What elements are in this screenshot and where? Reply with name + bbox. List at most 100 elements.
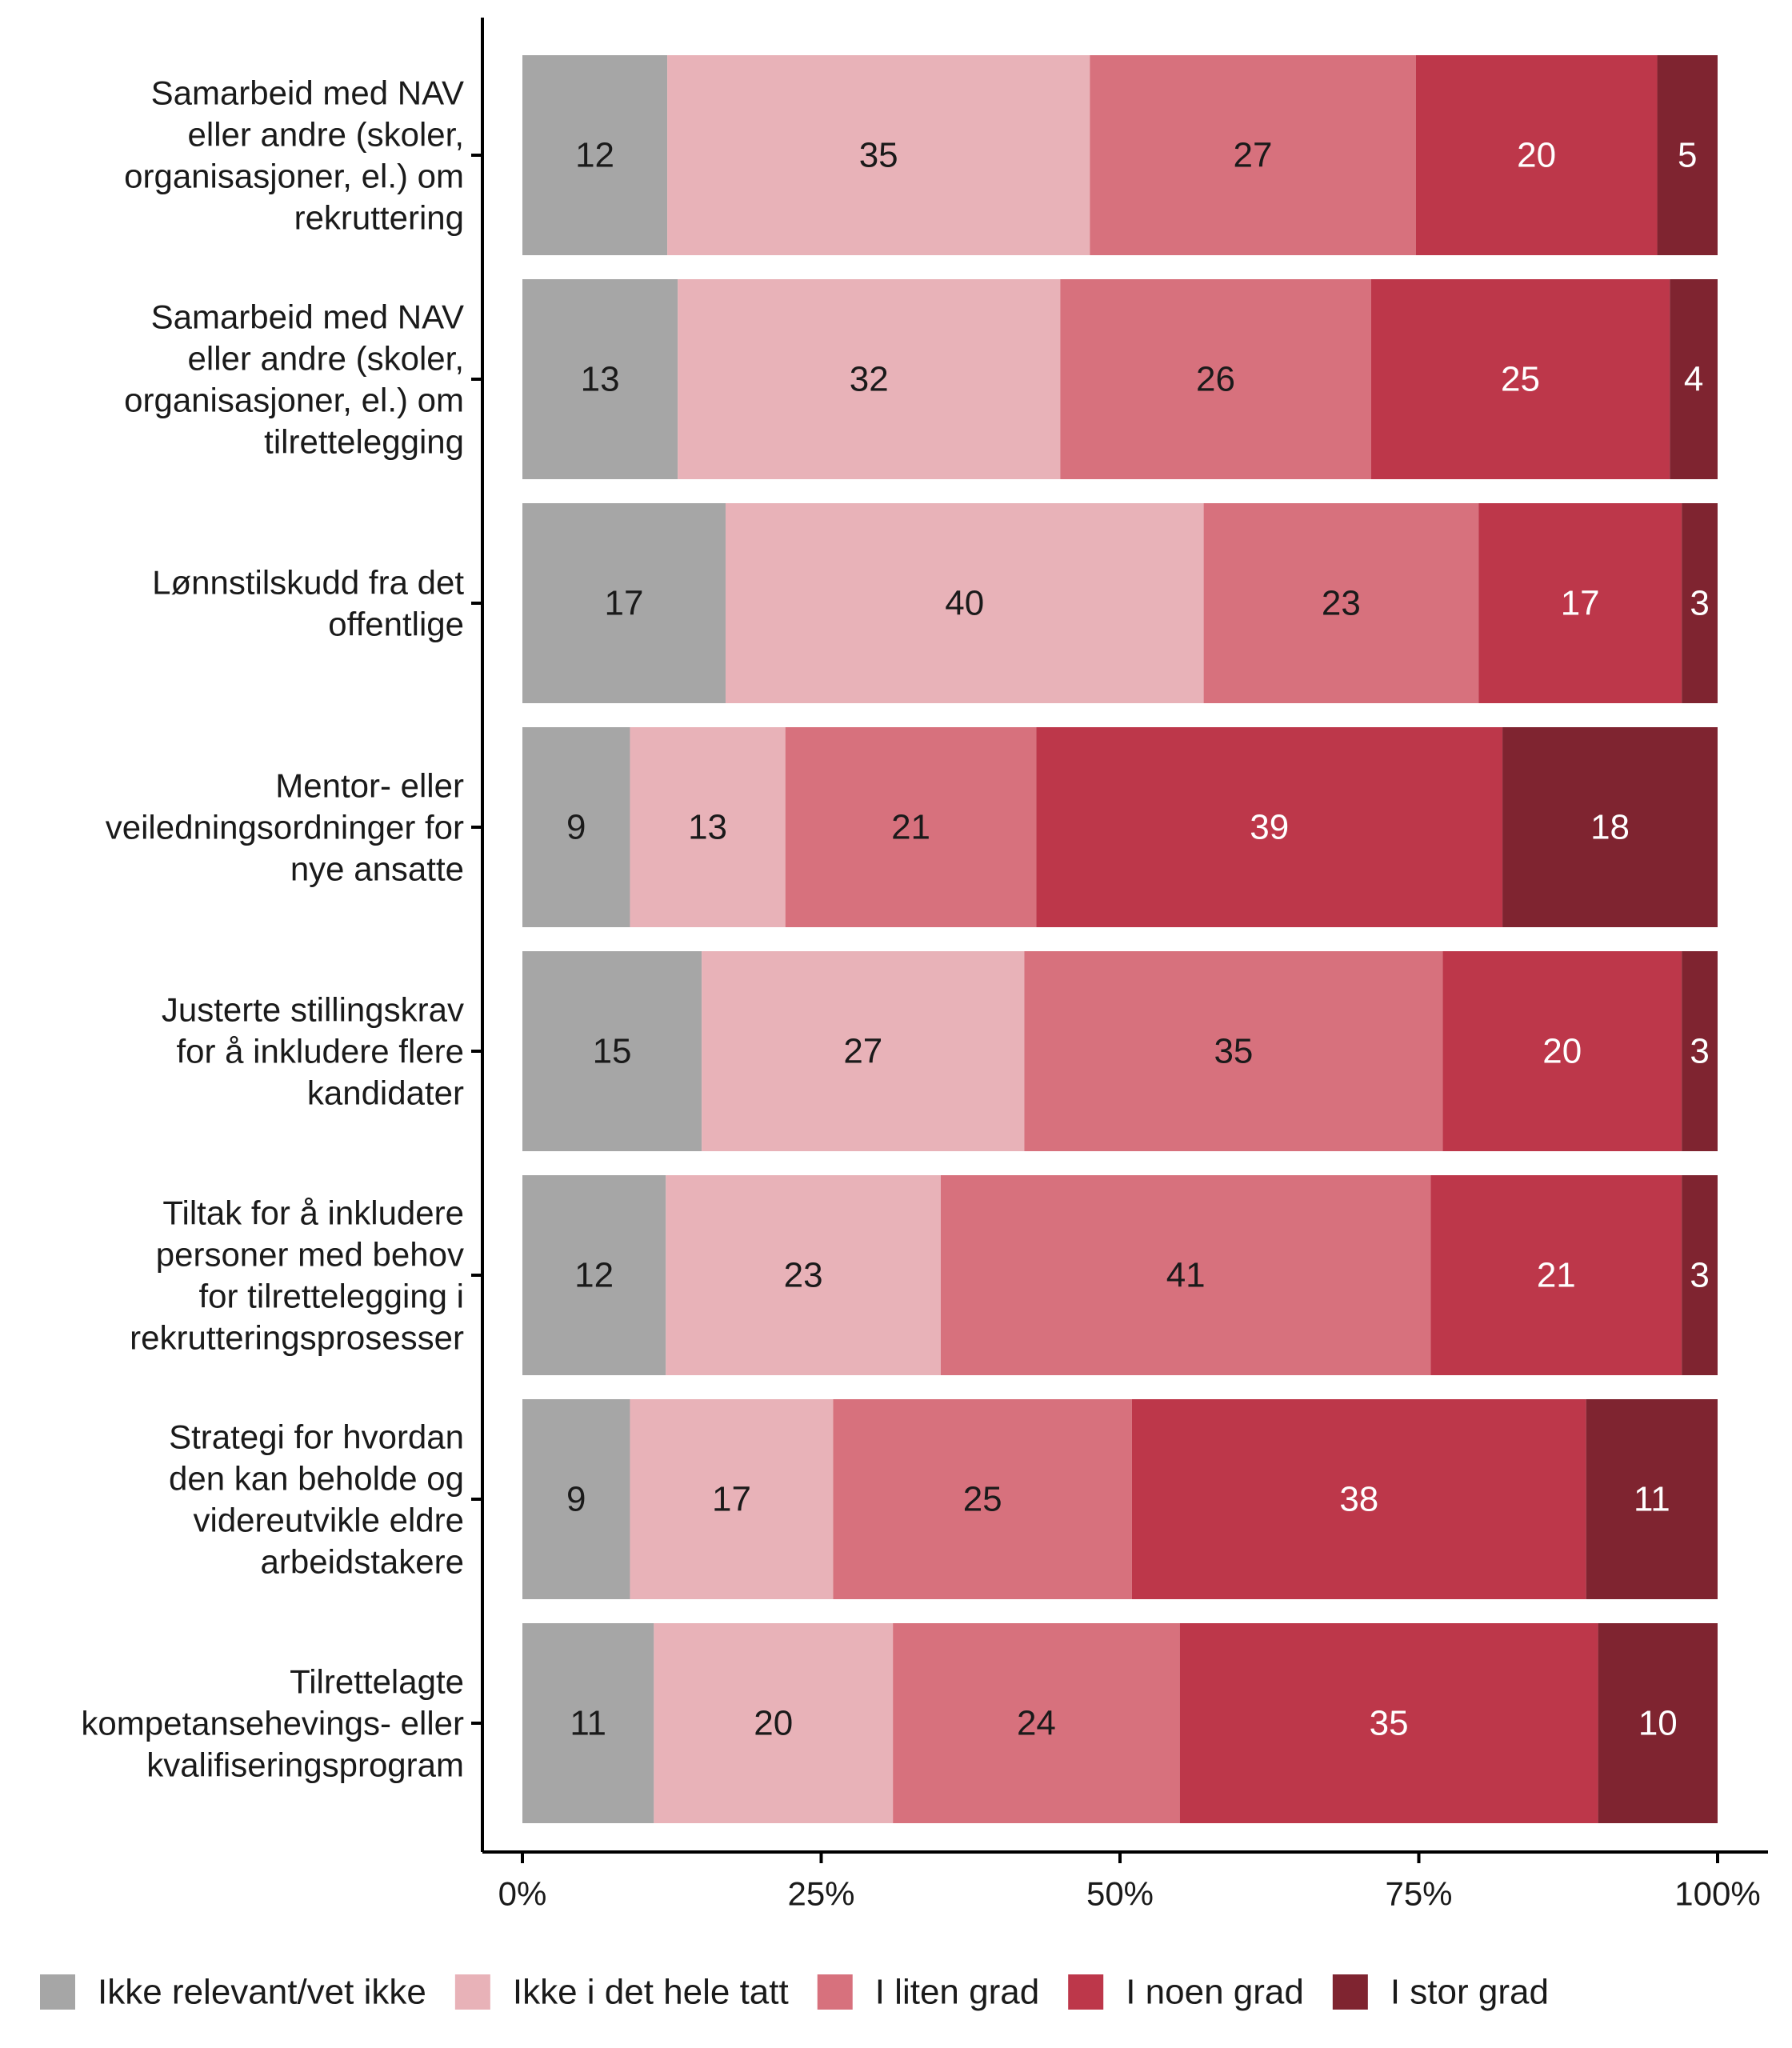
bar-segment-i-liten-grad-row-6 bbox=[940, 1175, 1431, 1375]
category-label: Strategi for hvordan bbox=[169, 1418, 464, 1456]
bar-value-label: 15 bbox=[593, 1032, 632, 1071]
bar-segment-ikke-relevant-vet-ikke-row-1 bbox=[522, 55, 668, 255]
bar-value-label: 3 bbox=[1690, 1256, 1709, 1295]
bar-value-label: 35 bbox=[1370, 1704, 1409, 1743]
bar-value-label: 9 bbox=[566, 808, 586, 847]
bar-value-label: 18 bbox=[1590, 808, 1630, 847]
bar-segment-i-noen-grad-row-2 bbox=[1370, 279, 1670, 479]
category-label: Tiltak for å inkludere bbox=[162, 1194, 464, 1232]
bar-segment-i-noen-grad-row-8 bbox=[1179, 1623, 1598, 1823]
category-label: eller andre (skoler, bbox=[188, 340, 465, 378]
bar-value-label: 41 bbox=[1166, 1256, 1206, 1295]
bar-value-label: 40 bbox=[945, 584, 984, 623]
bar-segment-i-noen-grad-row-1 bbox=[1415, 55, 1658, 255]
category-label: kompetansehevings- eller bbox=[81, 1705, 464, 1742]
category-label: eller andre (skoler, bbox=[188, 116, 465, 154]
category-label: Mentor- eller bbox=[275, 767, 464, 805]
legend-label-i-liten-grad: I liten grad bbox=[875, 1973, 1039, 2012]
bar-value-label: 17 bbox=[1561, 584, 1600, 623]
bar-segment-i-liten-grad-row-7 bbox=[833, 1399, 1132, 1599]
legend-swatch-ikke-relevant-vet-ikke bbox=[40, 1974, 75, 2010]
category-label: videreutvikle eldre bbox=[193, 1502, 464, 1539]
bar-value-label: 4 bbox=[1684, 360, 1703, 399]
bar-segment-ikke-i-det-hele-tatt-row-1 bbox=[667, 55, 1090, 255]
bar-value-label: 11 bbox=[570, 1704, 606, 1743]
bar-segment-i-noen-grad-row-3 bbox=[1478, 503, 1682, 703]
bar-segment-i-stor-grad-row-1 bbox=[1657, 55, 1718, 255]
category-label: arbeidstakere bbox=[261, 1543, 464, 1581]
legend-label-ikke-i-det-hele-tatt: Ikke i det hele tatt bbox=[513, 1973, 789, 2012]
bar-segment-i-noen-grad-row-6 bbox=[1430, 1175, 1682, 1375]
category-label: tilrettelegging bbox=[264, 423, 464, 461]
category-label: Samarbeid med NAV bbox=[151, 298, 464, 336]
bar-value-label: 3 bbox=[1690, 1032, 1709, 1071]
bar-segment-i-liten-grad-row-4 bbox=[785, 727, 1037, 927]
bar-segment-i-liten-grad-row-2 bbox=[1060, 279, 1371, 479]
bar-value-label: 32 bbox=[850, 360, 889, 399]
bar-value-label: 17 bbox=[712, 1480, 751, 1519]
bar-segment-ikke-i-det-hele-tatt-row-6 bbox=[666, 1175, 941, 1375]
bar-value-label: 25 bbox=[1501, 360, 1540, 399]
bar-segment-ikke-i-det-hele-tatt-row-4 bbox=[630, 727, 786, 927]
legend-label-i-noen-grad: I noen grad bbox=[1126, 1973, 1304, 2012]
legend-swatch-i-stor-grad bbox=[1332, 1974, 1368, 2010]
legend-swatch-i-noen-grad bbox=[1068, 1974, 1104, 2010]
bar-segment-i-noen-grad-row-5 bbox=[1442, 951, 1682, 1151]
bar-segment-ikke-i-det-hele-tatt-row-7 bbox=[630, 1399, 834, 1599]
category-label: organisasjoner, el.) om bbox=[124, 158, 464, 195]
bar-value-label: 20 bbox=[754, 1704, 793, 1743]
bar-segment-ikke-relevant-vet-ikke-row-4 bbox=[522, 727, 630, 927]
bar-value-label: 35 bbox=[1214, 1032, 1253, 1071]
category-label: organisasjoner, el.) om bbox=[124, 382, 464, 419]
bar-segment-i-stor-grad-row-2 bbox=[1670, 279, 1718, 479]
category-label: Lønnstilskudd fra det bbox=[152, 564, 464, 602]
legend-swatch-ikke-i-det-hele-tatt bbox=[454, 1974, 490, 2010]
bar-segment-i-stor-grad-row-6 bbox=[1682, 1175, 1718, 1375]
bar-value-label: 13 bbox=[581, 360, 620, 399]
category-label: veiledningsordninger for bbox=[106, 809, 464, 846]
legend: Ikke relevant/vet ikke Ikke i det hele ta… bbox=[40, 1973, 1549, 2012]
bar-value-label: 11 bbox=[1634, 1480, 1670, 1519]
legend-swatch-i-liten-grad bbox=[817, 1974, 853, 2010]
x-tick-label: 0% bbox=[498, 1875, 547, 1913]
bar-value-label: 38 bbox=[1339, 1480, 1378, 1519]
axes-layer: Samarbeid med NAV eller andre (skoler, org… bbox=[81, 18, 1768, 1913]
category-label: kandidater bbox=[307, 1074, 464, 1112]
bar-segment-i-noen-grad-row-7 bbox=[1131, 1399, 1586, 1599]
category-label: offentlige bbox=[328, 606, 464, 643]
bar-segment-i-stor-grad-row-8 bbox=[1598, 1623, 1718, 1823]
bar-value-label: 10 bbox=[1638, 1704, 1678, 1743]
bar-segment-ikke-relevant-vet-ikke-row-3 bbox=[522, 503, 726, 703]
bar-segment-ikke-i-det-hele-tatt-row-5 bbox=[702, 951, 1025, 1151]
bar-value-label: 17 bbox=[605, 584, 644, 623]
bar-segment-i-stor-grad-row-3 bbox=[1682, 503, 1718, 703]
bar-value-label: 25 bbox=[963, 1480, 1002, 1519]
bar-value-label: 12 bbox=[574, 1256, 614, 1295]
bar-value-label: 5 bbox=[1678, 136, 1697, 175]
bar-segment-i-liten-grad-row-5 bbox=[1024, 951, 1443, 1151]
bar-segment-i-stor-grad-row-7 bbox=[1586, 1399, 1718, 1599]
bar-value-label: 23 bbox=[784, 1256, 823, 1295]
bar-value-label: 26 bbox=[1196, 360, 1235, 399]
bar-segment-ikke-relevant-vet-ikke-row-8 bbox=[522, 1623, 654, 1823]
category-label: rekrutteringsprosesser bbox=[130, 1319, 464, 1357]
bar-segment-i-liten-grad-row-3 bbox=[1203, 503, 1479, 703]
bar-segment-i-stor-grad-row-5 bbox=[1682, 951, 1718, 1151]
category-label: rekruttering bbox=[294, 199, 464, 237]
category-label: for tilrettelegging i bbox=[198, 1278, 464, 1315]
bar-value-label: 21 bbox=[1537, 1256, 1576, 1295]
x-tick-label: 25% bbox=[787, 1875, 854, 1913]
bar-value-label: 39 bbox=[1250, 808, 1289, 847]
bar-segment-ikke-relevant-vet-ikke-row-2 bbox=[522, 279, 678, 479]
bar-value-label: 3 bbox=[1690, 584, 1709, 623]
x-tick-label: 75% bbox=[1385, 1875, 1452, 1913]
bar-segment-ikke-relevant-vet-ikke-row-7 bbox=[522, 1399, 630, 1599]
bar-value-label: 12 bbox=[575, 136, 614, 175]
bar-value-label: 23 bbox=[1322, 584, 1361, 623]
legend-label-ikke-relevant-vet-ikke: Ikke relevant/vet ikke bbox=[98, 1973, 426, 2012]
x-tick-label: 50% bbox=[1086, 1875, 1154, 1913]
bar-value-label: 24 bbox=[1017, 1704, 1056, 1743]
bar-segment-ikke-relevant-vet-ikke-row-6 bbox=[522, 1175, 666, 1375]
